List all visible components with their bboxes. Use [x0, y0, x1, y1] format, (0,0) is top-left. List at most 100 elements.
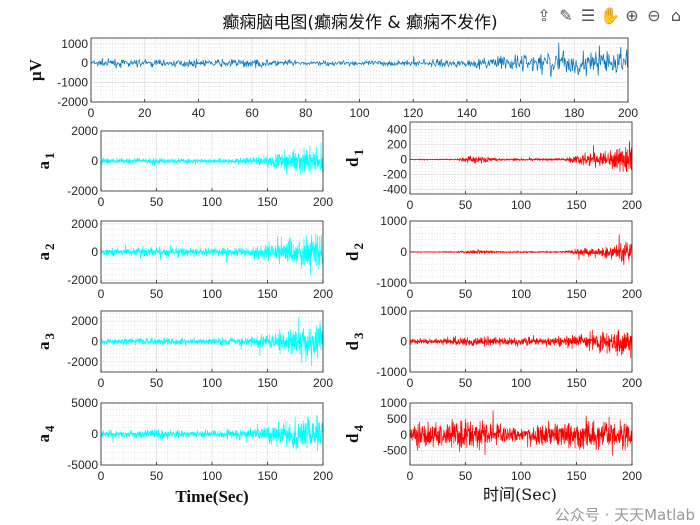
- y-tick-label: -1000: [376, 365, 407, 379]
- x-tick-label: 100: [511, 469, 531, 483]
- y-tick-label: 1000: [380, 304, 407, 318]
- zoom-out-icon[interactable]: ⊖: [647, 5, 661, 25]
- y-axis-label-main: d: [343, 433, 362, 443]
- y-tick-label: 200: [387, 138, 407, 152]
- x-tick-label: 50: [150, 195, 164, 209]
- y-tick-label: -2000: [67, 273, 98, 287]
- signal-line-d3: [409, 329, 633, 359]
- y-tick-label: 0: [91, 427, 98, 441]
- y-axis-label-subscript: 3: [42, 333, 57, 340]
- y-axis-label: μV: [26, 58, 45, 81]
- y-tick-label: 1000: [380, 214, 407, 228]
- x-tick-label: 150: [566, 376, 586, 390]
- brush-icon[interactable]: ✎: [559, 5, 573, 25]
- y-axis-label-subscript: 4: [351, 425, 366, 432]
- x-tick-label: 50: [459, 376, 473, 390]
- x-tick-label: 100: [202, 287, 222, 301]
- y-tick-label: -1000: [57, 76, 88, 90]
- y-tick-label: -1000: [376, 276, 407, 290]
- y-axis-label-main: d: [343, 251, 362, 261]
- y-axis-label-main: d: [343, 340, 362, 350]
- y-axis-label-main: a: [34, 161, 53, 170]
- pan-hand-icon[interactable]: ✋: [600, 5, 620, 25]
- y-tick-label: 0: [91, 245, 98, 259]
- x-tick-label: 100: [511, 198, 531, 212]
- x-tick-label: 80: [299, 106, 313, 120]
- y-axis-label-main: μV: [26, 58, 45, 81]
- watermark: 公众号 · 天天Matlab: [555, 506, 695, 524]
- y-tick-label: 0: [400, 335, 407, 349]
- x-tick-label: 150: [566, 287, 586, 301]
- y-axis-label-main: a: [34, 252, 53, 261]
- y-tick-label: 5000: [71, 396, 98, 410]
- y-tick-label: 400: [387, 123, 407, 137]
- y-axis-label-subscript: 4: [42, 425, 57, 432]
- signal-line-a4: [100, 414, 324, 452]
- x-tick-label: 50: [150, 287, 164, 301]
- y-tick-label: -5000: [67, 458, 98, 472]
- home-icon[interactable]: ⌂: [670, 5, 682, 25]
- x-tick-label: 150: [257, 469, 277, 483]
- x-tick-label: 150: [257, 195, 277, 209]
- y-axis-label: d3: [343, 332, 366, 350]
- y-axis-label: a1: [34, 153, 57, 170]
- y-tick-label: -2000: [67, 355, 98, 369]
- x-tick-label: 200: [618, 106, 638, 120]
- x-tick-label: 150: [566, 198, 586, 212]
- y-axis-label-subscript: 1: [351, 149, 366, 156]
- y-axis-label-main: a: [34, 434, 53, 443]
- x-tick-label: 0: [407, 376, 414, 390]
- y-axis-label-subscript: 2: [42, 244, 57, 251]
- x-tick-label: 0: [98, 469, 105, 483]
- x-tick-label: 0: [98, 376, 105, 390]
- x-tick-label: 50: [459, 198, 473, 212]
- axes-eeg: 0 20 40 60 80 100 120 140 160 180 200 -2000 -1000 0 10…: [26, 37, 638, 120]
- x-tick-label: 150: [257, 287, 277, 301]
- zoom-in-icon[interactable]: ⊕: [625, 5, 639, 25]
- x-tick-label: 50: [459, 287, 473, 301]
- y-tick-label: 500: [387, 412, 407, 426]
- x-tick-label: 0: [407, 198, 414, 212]
- x-tick-label: 0: [98, 287, 105, 301]
- y-tick-label: 0: [400, 428, 407, 442]
- export-icon[interactable]: ⇪: [537, 5, 551, 25]
- y-axis-label-main: d: [343, 157, 362, 167]
- x-tick-label: 100: [202, 469, 222, 483]
- y-axis-label: a2: [34, 244, 57, 261]
- x-tick-label: 160: [511, 106, 531, 120]
- x-tick-label: 20: [138, 106, 152, 120]
- signal-line-d2: [410, 234, 633, 266]
- y-axis-label-subscript: 3: [351, 332, 366, 339]
- x-tick-label: 200: [622, 376, 642, 390]
- x-tick-label: 200: [313, 195, 333, 209]
- datatip-icon[interactable]: ☰: [580, 5, 596, 25]
- signal-line-d4: [409, 410, 633, 456]
- x-tick-label: 100: [511, 287, 531, 301]
- y-tick-label: 1000: [61, 37, 88, 51]
- y-tick-label: 0: [81, 56, 88, 70]
- y-tick-label: -500: [383, 444, 407, 458]
- signal-line-eeg: [90, 42, 629, 78]
- x-tick-label: 120: [403, 106, 423, 120]
- signal-line-a2: [100, 234, 324, 276]
- x-tick-label: 100: [202, 376, 222, 390]
- signal-line-d1: [409, 140, 633, 172]
- y-axis-label: d2: [343, 243, 366, 261]
- y-tick-label: 0: [91, 154, 98, 168]
- signal-line-a3: [100, 316, 324, 366]
- x-axis-label-right: 时间(Sec): [483, 485, 557, 504]
- x-tick-label: 200: [622, 198, 642, 212]
- y-axis-label: a3: [34, 333, 57, 351]
- x-tick-label: 50: [459, 469, 473, 483]
- x-tick-label: 0: [407, 469, 414, 483]
- y-tick-label: 1000: [380, 396, 407, 410]
- x-tick-label: 0: [88, 106, 95, 120]
- x-tick-label: 50: [150, 469, 164, 483]
- x-tick-label: 200: [313, 376, 333, 390]
- x-tick-label: 180: [564, 106, 584, 120]
